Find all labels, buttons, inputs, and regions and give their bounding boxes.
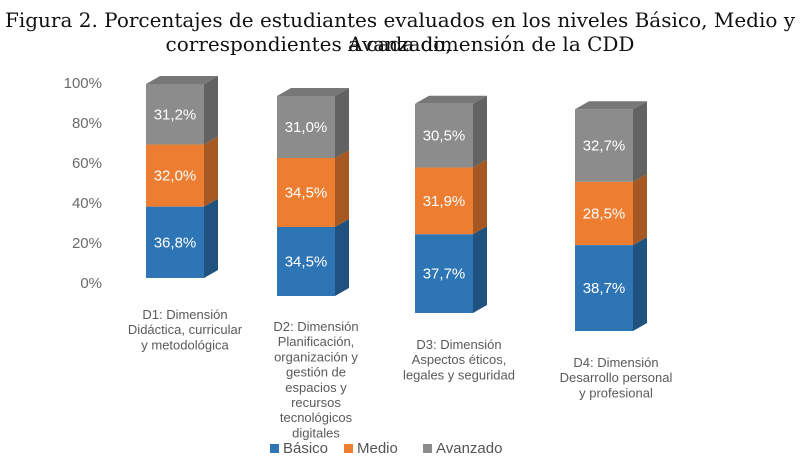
bar-segment-front xyxy=(415,103,473,168)
y-tick-label: 80% xyxy=(72,115,102,132)
bar-segment-front xyxy=(146,84,204,145)
bar-segment-front xyxy=(146,144,204,207)
data-label: 30,5% xyxy=(423,128,466,145)
category-label: D4: Dimensión Desarrollo personal y profes… xyxy=(560,355,673,400)
bar-segment-side xyxy=(633,173,647,246)
bar-segment-front xyxy=(575,181,633,246)
legend-label: Medio xyxy=(357,440,398,457)
bar-segment-side xyxy=(204,198,218,278)
chart-title: Figura 2. Porcentajes de estudiantes eva… xyxy=(4,8,796,56)
legend-swatch xyxy=(270,444,279,453)
bar-segment-side xyxy=(204,76,218,145)
legend-label: Básico xyxy=(283,440,328,457)
bar-segment-front xyxy=(277,96,335,158)
bar-segment-side xyxy=(204,136,218,207)
bar-segment-front xyxy=(575,109,633,182)
legend-swatch xyxy=(344,444,353,453)
bar-segment-side xyxy=(335,150,349,227)
bar-segment-side xyxy=(335,219,349,296)
data-label: 31,2% xyxy=(154,106,197,123)
data-label: 34,5% xyxy=(285,254,328,271)
legend-label: Avanzado xyxy=(436,440,502,457)
category-label: D2: Dimensión Planificación, organización … xyxy=(273,319,358,440)
bar-top-face xyxy=(415,95,487,104)
data-label: 37,7% xyxy=(423,266,466,283)
category-label: D1: Dimensión Didáctica, curricular y meto… xyxy=(128,307,243,352)
data-label: 38,7% xyxy=(583,280,626,297)
data-label: 28,5% xyxy=(583,205,626,222)
legend-swatch xyxy=(423,444,432,453)
bar-segment-side xyxy=(473,226,487,313)
y-tick-label: 40% xyxy=(72,195,102,212)
data-label: 31,0% xyxy=(285,119,328,136)
bar-segment-side xyxy=(473,95,487,168)
bar-top-face xyxy=(575,101,647,110)
bar-segment-front xyxy=(415,234,473,313)
bar-top-face xyxy=(146,76,218,84)
bar-segment-front xyxy=(146,206,204,278)
bar-segment-side xyxy=(633,237,647,331)
bar-top-face xyxy=(277,88,349,96)
y-tick-label: 20% xyxy=(72,235,102,252)
y-tick-label: 100% xyxy=(64,75,102,92)
data-label: 32,7% xyxy=(583,138,626,155)
bar-segment-side xyxy=(335,88,349,158)
y-tick-label: 60% xyxy=(72,155,102,172)
bar-segment-front xyxy=(415,167,473,235)
data-label: 32,0% xyxy=(154,168,197,185)
bar-segment-side xyxy=(633,101,647,182)
data-label: 31,9% xyxy=(423,193,466,210)
bar-segment-front xyxy=(277,227,335,296)
chart-subtitle: correspondientes a cada dimensión de la … xyxy=(165,32,635,56)
category-label: D3: Dimensión Aspectos éticos, legales y s… xyxy=(403,337,515,382)
y-tick-label: 0% xyxy=(80,275,102,292)
bar-segment-side xyxy=(473,159,487,235)
data-label: 34,5% xyxy=(285,185,328,202)
bar-segment-front xyxy=(575,245,633,331)
bar-segment-front xyxy=(277,158,335,227)
data-label: 36,8% xyxy=(154,234,197,251)
